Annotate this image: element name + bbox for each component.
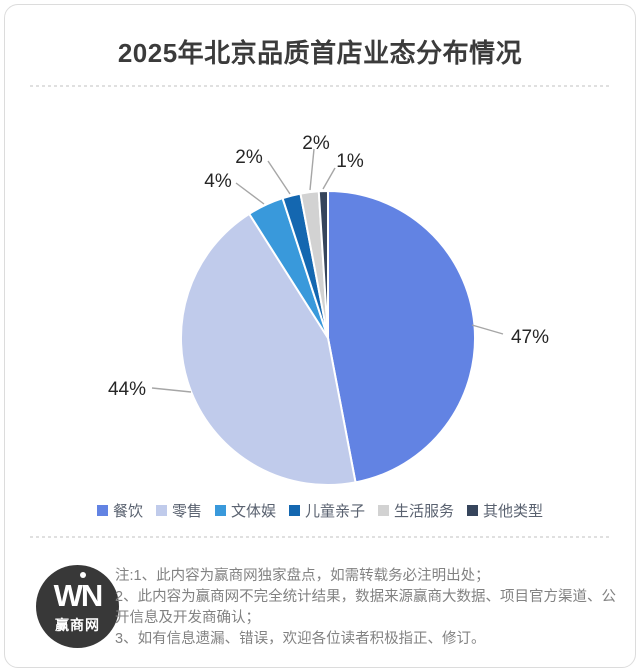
slice-label-1: 44% <box>108 379 146 400</box>
legend-item-3: 儿童亲子 <box>289 500 365 521</box>
legend-swatch-icon <box>214 505 226 516</box>
logo-wordmark-text: WN <box>53 578 104 613</box>
slice-label-4: 2% <box>302 133 330 154</box>
pie-chart: 47%44%4%2%2%1% <box>108 133 549 486</box>
leader-line-2 <box>235 182 265 205</box>
chart-legend: 餐饮 零售 文体娱 儿童亲子 生活服务 其他类型 <box>0 500 640 521</box>
pie-slice-5 <box>317 190 329 339</box>
footer-note-2: 2、此内容为赢商网不完全统计结果，数据来源赢商大数据、项目官方渠道、公开信息及开… <box>115 589 617 626</box>
legend-label: 文体娱 <box>230 503 276 520</box>
footer-notes: 注:1、此内容为赢商网独家盘点，如需转载务必注明出处； 2、此内容为赢商网不完全统… <box>115 566 617 650</box>
legend-swatch-icon <box>155 505 167 516</box>
winshang-logo: WN 赢商网 <box>36 565 119 648</box>
slice-label-2: 4% <box>204 171 232 192</box>
legend-swatch-icon <box>96 505 108 516</box>
logo-caption: 赢商网 <box>55 617 100 633</box>
leader-line-0 <box>471 324 504 335</box>
leader-line-1 <box>151 387 192 393</box>
logo-dot-icon <box>79 572 86 578</box>
leader-line-3 <box>267 160 291 195</box>
legend-label: 儿童亲子 <box>305 503 366 520</box>
footer-note-1: 注:1、此内容为赢商网独家盘点，如需转载务必注明出处； <box>115 568 490 584</box>
legend-item-4: 生活服务 <box>378 500 454 521</box>
logo-wordmark: WN <box>53 572 104 613</box>
slice-label-0: 47% <box>511 327 549 348</box>
legend-label: 其他类型 <box>483 503 544 520</box>
slice-label-5: 1% <box>336 151 364 172</box>
legend-swatch-icon <box>467 505 479 516</box>
slice-label-3: 2% <box>235 147 263 168</box>
pie-slice-1 <box>179 212 357 486</box>
footer-note-3: 3、如有信息遗漏、错误，欢迎各位读者积极指正、修订。 <box>115 631 486 647</box>
legend-label: 零售 <box>171 503 202 520</box>
legend-swatch-icon <box>289 505 300 516</box>
title-divider <box>30 85 610 87</box>
leader-line-5 <box>322 167 336 190</box>
legend-item-0: 餐饮 <box>96 500 143 521</box>
chart-title: 2025年北京品质首店业态分布情况 <box>117 38 523 68</box>
leader-line-4 <box>309 148 315 191</box>
footer-divider <box>30 536 610 538</box>
pie-slice-0 <box>327 190 477 484</box>
legend-item-2: 文体娱 <box>214 500 276 521</box>
legend-label: 生活服务 <box>394 503 455 520</box>
legend-swatch-icon <box>378 505 390 516</box>
legend-item-5: 其他类型 <box>467 500 543 521</box>
legend-label: 餐饮 <box>112 503 143 520</box>
legend-item-1: 零售 <box>155 500 202 521</box>
